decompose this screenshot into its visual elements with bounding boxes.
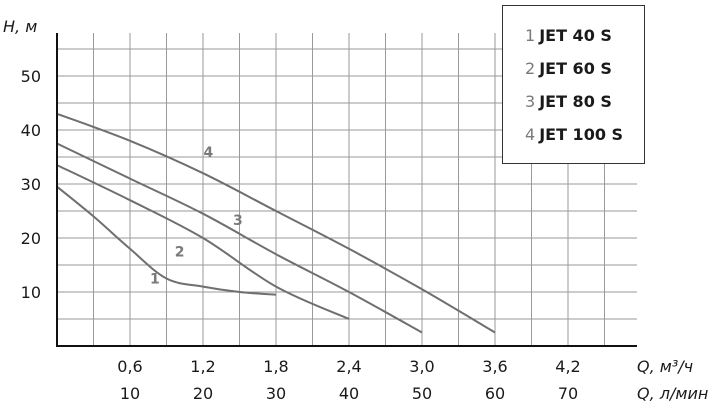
legend-number: 2 [525,59,536,78]
pump-curves [56,112,496,334]
x-tick-label-m3h: 1,2 [190,357,215,376]
y-axis-title: H, м [3,17,37,36]
legend-label: JET 100 S [539,125,624,144]
curve-series-4 [56,112,496,334]
x-axis-title-m3h: Q, м³/ч [637,357,693,376]
legend-item-jet-40s: 1 JET 40 S [525,26,612,45]
x-tick-label-m3h: 2,4 [336,357,361,376]
curve-label-2: 2 [175,245,185,261]
curve-label-3: 3 [233,213,243,229]
x-tick-label-lmin: 70 [558,384,578,403]
y-tick-label: 10 [21,283,41,302]
legend-label: JET 60 S [539,59,612,78]
y-tick-label: 20 [21,229,41,248]
curve-series-1 [56,185,277,296]
legend-label: JET 80 S [539,92,612,111]
tick-labels: 10 20 30 40 50 0,6 1,2 1,8 2,4 3,0 3,6 4,2 10 20 30 40 5… [21,67,581,403]
x-tick-label-m3h: 3,6 [482,357,507,376]
x-tick-label-lmin: 40 [339,384,359,403]
curve-label-1: 1 [150,272,160,288]
curve-labels: 12 3 4 [150,145,243,288]
x-tick-label-lmin: 20 [193,384,213,403]
curve-series-3 [56,142,423,334]
x-tick-label-lmin: 60 [485,384,505,403]
axes [56,33,637,347]
x-tick-label-lmin: 30 [266,384,286,403]
x-axis-title-lmin: Q, л/мин [637,384,708,403]
y-tick-label: 30 [21,175,41,194]
curve-series-2 [56,164,350,320]
legend-label: JET 40 S [539,26,612,45]
x-tick-label-m3h: 0,6 [117,357,142,376]
y-tick-label: 40 [21,121,41,140]
x-tick-label-m3h: 1,8 [263,357,288,376]
y-tick-label: 50 [21,67,41,86]
legend: 1 JET 40 S 2 JET 60 S 3 JET 80 S 4 JET 100 S [502,5,645,164]
x-tick-label-m3h: 3,0 [409,357,434,376]
legend-item-jet-80s: 3 JET 80 S [525,92,612,111]
legend-item-jet-60s: 2 JET 60 S [525,59,612,78]
legend-item-jet-100s: 4 JET 100 S [525,125,623,144]
curve-label-4: 4 [204,145,214,161]
legend-number: 1 [525,26,536,45]
legend-number: 3 [525,92,536,111]
x-tick-label-m3h: 4,2 [555,357,580,376]
legend-number: 4 [525,125,536,144]
x-tick-label-lmin: 10 [120,384,140,403]
x-tick-label-lmin: 50 [412,384,432,403]
